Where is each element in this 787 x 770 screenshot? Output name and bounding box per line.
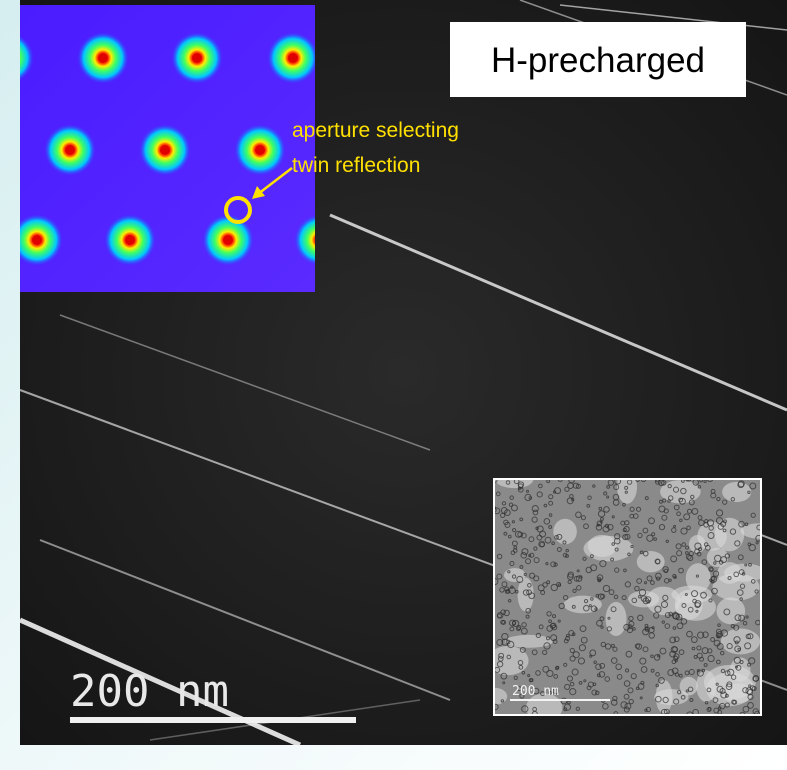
- spot-core: [32, 235, 42, 245]
- grain: [637, 551, 665, 572]
- spot-core: [65, 145, 75, 155]
- scale-bar: [70, 717, 356, 723]
- grain: [722, 482, 751, 502]
- grain: [716, 597, 745, 624]
- spot-core: [98, 53, 108, 63]
- spot-core: [192, 53, 202, 63]
- spot-core: [255, 145, 265, 155]
- inset-scale-label: 200 nm: [512, 684, 559, 699]
- spot-core: [160, 145, 170, 155]
- spot-core: [288, 53, 298, 63]
- grain: [686, 563, 711, 592]
- page: aperture selecting twin reflection H-pre…: [0, 0, 787, 770]
- grain: [689, 535, 705, 553]
- annotation-line: twin reflection: [292, 154, 420, 177]
- inset-scale-bar: [510, 699, 610, 701]
- grain: [715, 518, 744, 551]
- scale-bar-label: 200 nm: [70, 666, 229, 717]
- condition-label: H-precharged: [491, 41, 705, 80]
- diffraction-inset: [0, 5, 346, 292]
- annotation-line: aperture selecting: [292, 119, 459, 142]
- figure: aperture selecting twin reflection H-pre…: [0, 0, 787, 770]
- spot-core: [125, 235, 135, 245]
- grain: [588, 535, 617, 557]
- spot-core: [223, 235, 233, 245]
